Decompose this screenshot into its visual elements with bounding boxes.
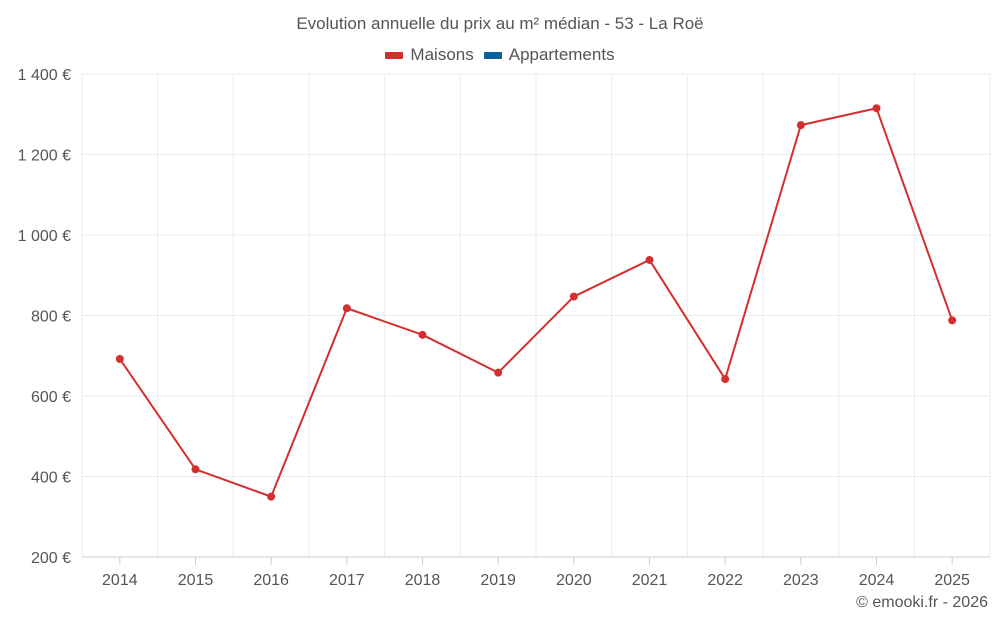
legend-item-appartements[interactable]: Appartements — [483, 45, 615, 65]
x-tick-label: 2023 — [783, 572, 819, 589]
y-tick-label: 1 200 € — [18, 148, 71, 165]
data-point[interactable] — [115, 354, 124, 363]
legend-swatch-appartements — [483, 51, 502, 59]
y-tick-label: 400 € — [31, 470, 71, 487]
x-tick-label: 2022 — [707, 572, 743, 589]
chart-title: Evolution annuelle du prix au m² médian … — [296, 14, 704, 33]
data-point[interactable] — [494, 368, 503, 377]
x-tick-label: 2018 — [405, 572, 441, 589]
legend-label-maisons: Maisons — [410, 45, 474, 64]
legend-item-maisons[interactable]: Maisons — [385, 45, 474, 65]
data-point[interactable] — [796, 121, 805, 130]
legend-label-appartements: Appartements — [508, 45, 615, 64]
y-tick-label: 1 000 € — [18, 228, 71, 245]
x-tick-label: 2021 — [632, 572, 668, 589]
x-tick-label: 2020 — [556, 572, 592, 589]
series-line-maisons — [119, 107, 954, 498]
data-point[interactable] — [342, 304, 351, 313]
y-tick-label: 800 € — [31, 309, 71, 326]
x-tick-label: 2016 — [253, 572, 289, 589]
data-point[interactable] — [569, 292, 578, 301]
data-point[interactable] — [721, 375, 730, 384]
data-point[interactable] — [267, 492, 276, 501]
data-point[interactable] — [418, 330, 427, 339]
data-point[interactable] — [872, 104, 881, 113]
y-tick-label: 600 € — [31, 389, 71, 406]
legend: Maisons Appartements — [0, 45, 1000, 65]
x-tick-label: 2025 — [934, 572, 970, 589]
data-point[interactable] — [645, 255, 654, 264]
y-tick-label: 200 € — [31, 550, 71, 567]
x-tick-label: 2015 — [178, 572, 214, 589]
data-point[interactable] — [191, 465, 200, 474]
legend-swatch-maisons — [385, 51, 404, 59]
credit-text: © emooki.fr - 2026 — [856, 594, 988, 611]
data-point[interactable] — [948, 316, 957, 325]
series-layer — [115, 104, 957, 501]
x-tick-label: 2014 — [102, 572, 138, 589]
x-tick-label: 2024 — [859, 572, 895, 589]
grid-lines — [81, 73, 991, 557]
x-tick-label: 2019 — [480, 572, 516, 589]
y-tick-label: 1 400 € — [18, 67, 71, 84]
x-tick-label: 2017 — [329, 572, 365, 589]
axes: 200 € 400 € 600 € 800 € 1 000 € 1 200 € 1 400 … — [18, 67, 990, 589]
